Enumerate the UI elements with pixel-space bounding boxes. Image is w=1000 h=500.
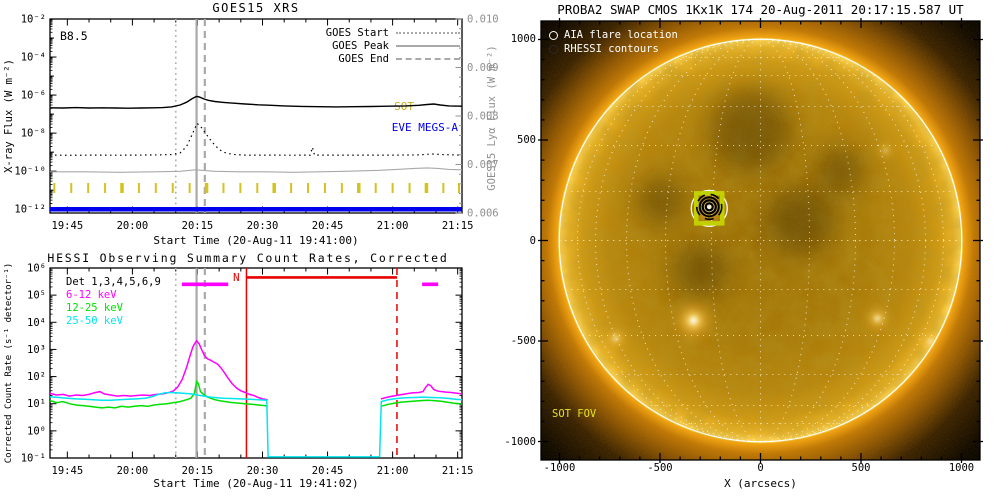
svg-text:19:45: 19:45 [52, 220, 84, 232]
GOES15 Lya [50, 167, 463, 173]
rhessi-contours-row: RHESSI contours [549, 42, 678, 56]
legend-item-12-25kev: 12-25 keV [66, 302, 123, 314]
svg-text:10⁴: 10⁴ [27, 317, 46, 329]
6-12 keV [380, 383, 463, 400]
svg-text:20:30: 20:30 [247, 220, 279, 232]
solid-line-sample [396, 44, 460, 47]
aia-flare-location-circle [690, 189, 728, 227]
solar-limb-circle [558, 38, 963, 443]
hessi-y-axis-label: Corrected Count Rate (s⁻¹ detector⁻¹) [4, 262, 14, 464]
sot-series-label: SOT [394, 100, 414, 113]
annotation-label: RHESSI contours [564, 43, 659, 55]
legend-label: GOES Start [325, 26, 389, 39]
dashed-line-sample [396, 57, 460, 60]
swap-x-tick-label: 1000 [948, 462, 975, 474]
svg-text:20:30: 20:30 [247, 465, 279, 477]
active-region [698, 197, 721, 220]
contour-marker-icon [549, 44, 558, 54]
swap-y-tick-label: -500 [510, 335, 536, 347]
svg-text:20:00: 20:00 [117, 465, 149, 477]
circle-marker-icon [549, 30, 558, 40]
svg-text:0.006: 0.006 [467, 208, 499, 220]
swap-x-tick-label: -500 [647, 462, 673, 474]
goes-chart-title: GOES15 XRS [212, 1, 300, 15]
goes-y-axis-label: X-ray Flux (W m⁻²) [3, 59, 15, 173]
6-12 keV [49, 339, 268, 401]
svg-text:20:45: 20:45 [312, 220, 344, 232]
legend-label: GOES End [338, 52, 389, 65]
svg-text:10⁻⁴: 10⁻⁴ [21, 52, 46, 64]
active-region [867, 308, 888, 329]
goes-right-y-axis-label: GOES15 Lyα Flux (W m⁻²) [486, 45, 498, 191]
heliographic-grid [559, 38, 962, 443]
svg-text:10⁻¹²: 10⁻¹² [14, 204, 46, 216]
swap-annotation-legend: AIA flare location RHESSI contours [549, 28, 678, 56]
legend-item-detectors: Det 1,3,4,5,6,9 [66, 276, 161, 288]
legend-item-goes-peak: GOES Peak [252, 39, 460, 52]
svg-text:21:00: 21:00 [377, 465, 409, 477]
legend-label: GOES Peak [332, 39, 389, 52]
svg-text:20:00: 20:00 [117, 220, 149, 232]
swap-image-title: PROBA2 SWAP CMOS 1Kx1K 174 20-Aug-2011 2… [557, 2, 964, 17]
swap-y-tick-label: 1000 [510, 33, 536, 46]
swap-x-axis-label: X (arcsecs) [724, 477, 797, 490]
hessi-x-axis-label: Start Time (20-Aug-11 19:41:02) [153, 477, 359, 490]
svg-text:20:45: 20:45 [312, 465, 344, 477]
legend-item-25-50kev: 25-50 keV [66, 315, 123, 327]
active-region [879, 144, 892, 157]
svg-text:0.010: 0.010 [467, 14, 499, 26]
svg-text:10⁻¹: 10⁻¹ [21, 453, 46, 465]
svg-text:10⁻⁶: 10⁻⁶ [21, 90, 46, 102]
swap-y-tick-label: 500 [517, 133, 536, 146]
svg-text:21:00: 21:00 [377, 220, 409, 232]
swap-sun-disk [541, 21, 980, 460]
svg-text:21:15: 21:15 [442, 465, 474, 477]
svg-text:20:15: 20:15 [182, 465, 214, 477]
12-25 keV [380, 399, 463, 408]
sot-fov-box [693, 191, 725, 226]
aia-flare-location-row: AIA flare location [549, 28, 678, 42]
legend-item-goes-end: GOES End [252, 52, 460, 65]
svg-text:19:45: 19:45 [52, 465, 84, 477]
active-region [921, 332, 940, 351]
svg-text:10⁻⁸: 10⁻⁸ [21, 128, 46, 140]
svg-text:10⁵: 10⁵ [27, 290, 46, 302]
svg-text:10³: 10³ [27, 344, 46, 356]
active-region [677, 304, 710, 337]
sot-fov-label: SOT FOV [552, 408, 597, 420]
svg-text:21:15: 21:15 [442, 220, 474, 232]
goes-flare-class-badge: B8.5 [60, 29, 88, 43]
swap-x-tick-label: 0 [757, 462, 764, 474]
legend-item-goes-start: GOES Start [252, 26, 460, 39]
swap-y-tick-label: -1000 [504, 435, 536, 448]
svg-text:10⁻¹⁰: 10⁻¹⁰ [14, 166, 46, 178]
svg-text:10¹: 10¹ [27, 398, 46, 410]
dotted-line-sample [396, 31, 460, 34]
legend-item-6-12kev: 6-12 keV [66, 289, 117, 301]
svg-text:20:15: 20:15 [182, 220, 214, 232]
swap-x-tick-label: -1000 [543, 462, 576, 474]
rhessi-night-flag-label: N [233, 271, 240, 284]
hessi-legend: Det 1,3,4,5,6,9 6-12 keV 12-25 keV 25-50… [66, 276, 161, 328]
swap-axes [538, 18, 983, 463]
swap-y-tick-label: 0 [529, 234, 536, 247]
rhessi-contours [695, 193, 723, 221]
hessi-chart-title: HESSI Observing Summary Count Rates, Cor… [47, 251, 449, 265]
svg-text:10⁻²: 10⁻² [21, 14, 46, 26]
svg-text:10²: 10² [27, 371, 46, 383]
active-region [607, 330, 624, 347]
25-50 keV [49, 391, 463, 458]
annotation-label: AIA flare location [564, 29, 678, 41]
swap-sun-image [538, 18, 983, 463]
eve-megs-a-series-label: EVE MEGS-A [391, 121, 458, 134]
svg-text:10⁰: 10⁰ [27, 425, 46, 437]
swap-x-tick-label: 500 [851, 462, 871, 474]
goes-legend: GOES Start GOES Peak GOES End [252, 26, 460, 65]
goes-x-axis-label: Start Time (20-Aug-11 19:41:00) [153, 234, 359, 247]
12-25 keV [49, 379, 268, 409]
